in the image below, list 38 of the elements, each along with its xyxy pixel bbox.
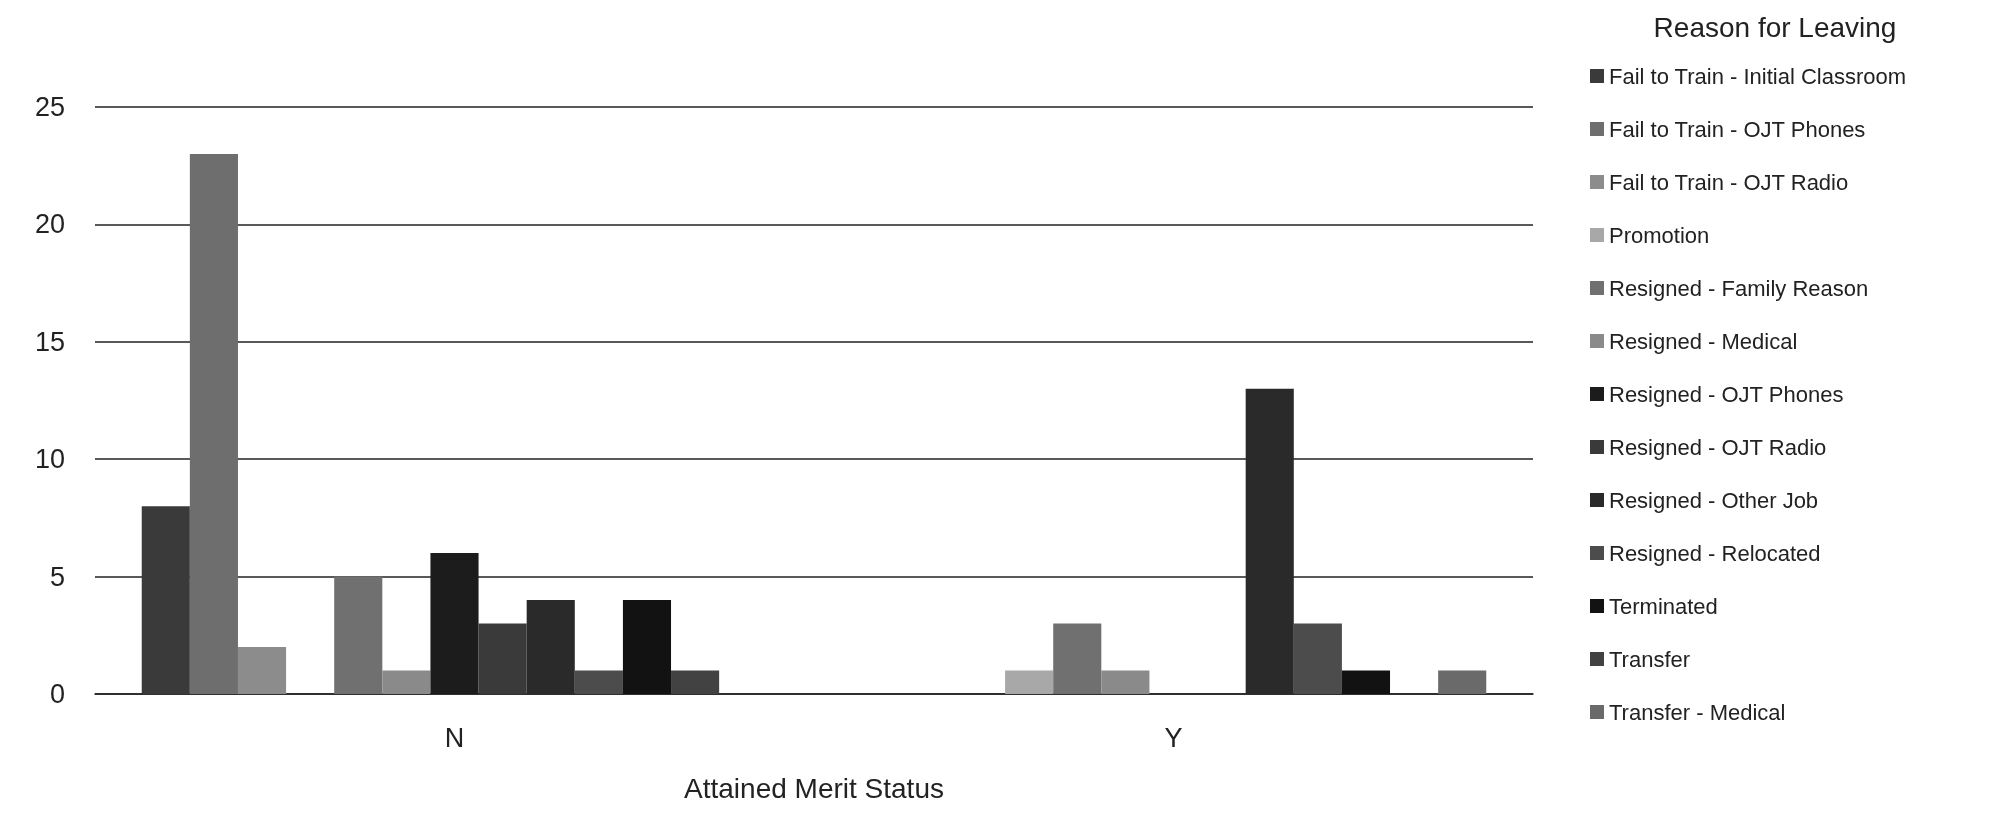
legend-label: Resigned - OJT Phones bbox=[1609, 381, 1844, 407]
legend-label: Resigned - Relocated bbox=[1609, 540, 1821, 566]
y-tick-label: 20 bbox=[34, 209, 65, 240]
bar bbox=[334, 576, 383, 694]
legend-title: Reason for Leaving bbox=[1653, 11, 1897, 43]
legend-label: Transfer bbox=[1609, 646, 1691, 672]
bar bbox=[189, 153, 238, 694]
x-tick-label: N bbox=[444, 722, 465, 753]
legend-label: Transfer - Medical bbox=[1609, 699, 1786, 725]
legend-label: Fail to Train - Initial Classroom bbox=[1609, 63, 1907, 89]
y-tick-label: 15 bbox=[34, 326, 65, 357]
bar bbox=[478, 623, 527, 694]
legend-label: Terminated bbox=[1609, 593, 1718, 619]
bar bbox=[1438, 670, 1487, 694]
legend-label: Fail to Train - OJT Radio bbox=[1609, 169, 1849, 195]
bar bbox=[141, 506, 190, 694]
x-tick-label: Y bbox=[1164, 722, 1183, 753]
x-axis-title: Attained Merit Status bbox=[684, 772, 944, 804]
bar bbox=[237, 647, 287, 694]
bar bbox=[574, 670, 623, 694]
bar bbox=[1005, 670, 1054, 694]
legend-label: Resigned - OJT Radio bbox=[1609, 434, 1827, 460]
bar bbox=[1053, 623, 1102, 694]
legend-label: Promotion bbox=[1609, 222, 1710, 248]
bar bbox=[1341, 670, 1391, 694]
y-tick-label: 25 bbox=[34, 92, 65, 122]
legend-label: Resigned - Family Reason bbox=[1609, 275, 1869, 301]
legend-label: Resigned - Other Job bbox=[1609, 487, 1819, 513]
bar bbox=[1293, 623, 1342, 694]
bar bbox=[1101, 670, 1150, 694]
y-tick-label: 10 bbox=[34, 444, 65, 475]
y-tick-label: 5 bbox=[49, 561, 65, 592]
bar bbox=[622, 600, 672, 694]
legend-label: Fail to Train - OJT Phones bbox=[1609, 116, 1866, 142]
bar bbox=[382, 670, 431, 694]
bar bbox=[671, 670, 720, 694]
legend-label: Resigned - Medical bbox=[1609, 328, 1798, 354]
y-tick-label: 0 bbox=[49, 679, 65, 709]
